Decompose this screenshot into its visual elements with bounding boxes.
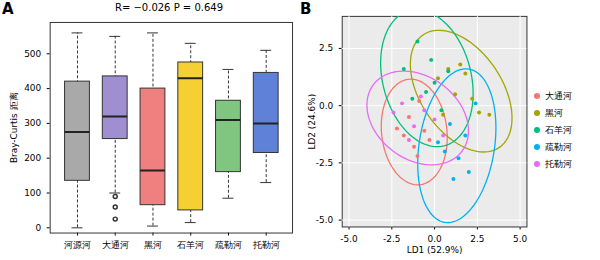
svg-text:400: 400 [24, 83, 41, 93]
html-text:石羊河: 石羊河 [545, 124, 573, 135]
svg-text:0.0: 0.0 [319, 101, 334, 111]
svg-text:LD1 (52.9%): LD1 (52.9%) [407, 245, 463, 255]
svg-text:石羊河: 石羊河 [177, 240, 204, 250]
svg-text:Bray-Curtis 距离: Bray-Curtis 距离 [9, 92, 19, 163]
html-text:托勒河: 托勒河 [545, 158, 573, 169]
svg-text:100: 100 [24, 188, 41, 198]
svg-text:-5.0: -5.0 [316, 215, 334, 225]
svg-text:300: 300 [24, 118, 41, 128]
svg-text:-2.5: -2.5 [316, 158, 333, 168]
svg-text:5.0: 5.0 [513, 234, 528, 244]
svg-text:托勒河: 托勒河 [252, 240, 280, 250]
svg-text:2.5: 2.5 [470, 234, 484, 244]
svg-text:0: 0 [36, 223, 42, 233]
svg-text:黑河: 黑河 [144, 240, 162, 250]
svg-text:河源河: 河源河 [64, 240, 91, 250]
html-text:黑河: 黑河 [545, 107, 564, 118]
svg-text:-2.5: -2.5 [383, 234, 400, 244]
svg-text:2.5: 2.5 [319, 43, 333, 53]
html-text:疏勒河: 疏勒河 [545, 141, 573, 152]
svg-text:-5.0: -5.0 [340, 234, 358, 244]
svg-text:0.0: 0.0 [427, 234, 442, 244]
html-text:A: A [2, 0, 14, 18]
html-text:R= −0.026 P = 0.649: R= −0.026 P = 0.649 [115, 2, 223, 13]
svg-text:LD2 (24.6%): LD2 (24.6%) [307, 94, 317, 150]
svg-text:200: 200 [24, 153, 41, 163]
svg-text:疏勒河: 疏勒河 [215, 240, 242, 250]
svg-text:大通河: 大通河 [102, 240, 129, 250]
svg-text:500: 500 [24, 49, 41, 59]
html-text:B: B [300, 0, 312, 18]
html-text:大通河: 大通河 [545, 90, 573, 101]
